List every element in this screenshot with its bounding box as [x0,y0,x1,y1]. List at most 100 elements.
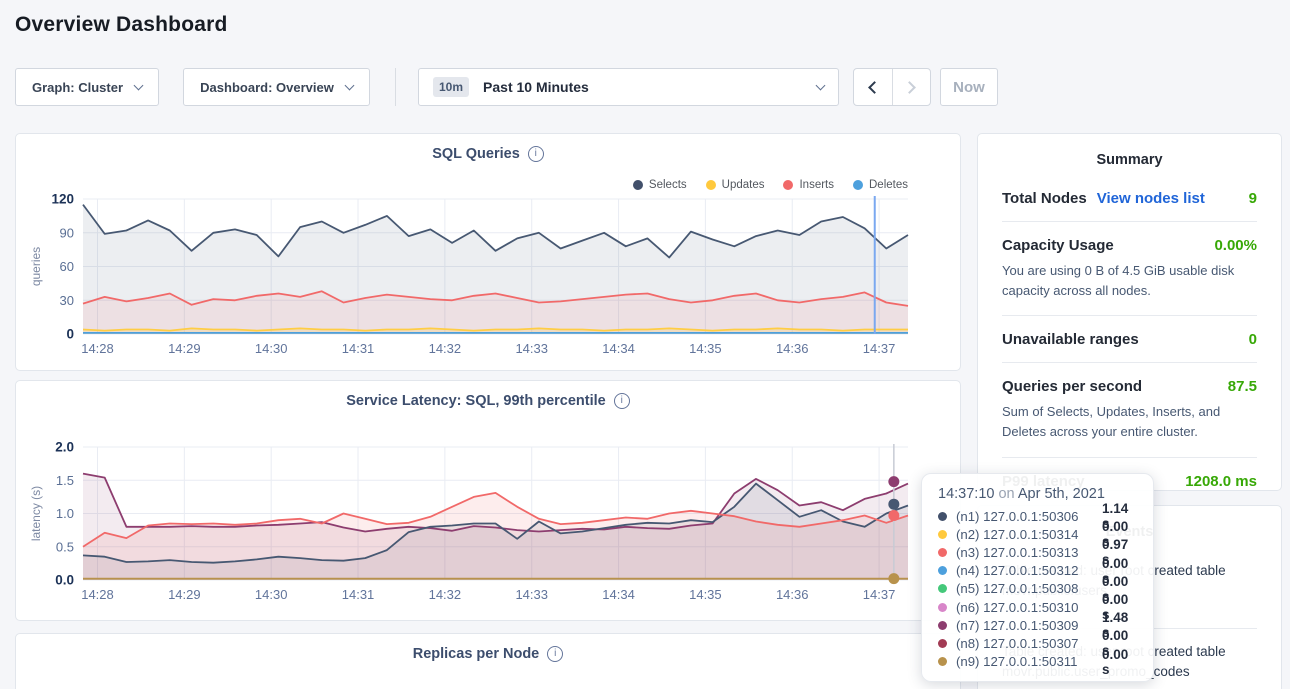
legend-item-updates[interactable]: Updates [705,179,764,191]
series-dot-icon [938,511,947,521]
chevron-down-icon [344,80,355,90]
replicas-per-node-title: Replicas per Node [412,646,540,662]
time-range-label: Past 10 Minutes [483,79,589,95]
replicas-per-node-card: Replicas per Node [15,633,961,689]
svg-text:14:28: 14:28 [81,587,114,602]
inserts-dot-icon [783,180,794,190]
info-icon[interactable] [527,146,544,162]
series-dot-icon [938,566,947,576]
info-icon[interactable] [613,393,630,409]
svg-text:latency (s): latency (s) [29,486,43,541]
svg-text:14:37: 14:37 [863,587,896,602]
svg-text:120: 120 [51,192,74,207]
time-next-button[interactable] [891,69,931,105]
tooltip-row-n4: (n4) 127.0.0.1:50312 0.00 s [938,556,1139,586]
dashboard-dropdown[interactable]: Dashboard: Overview [183,68,370,106]
tooltip-row-n5: (n5) 127.0.0.1:50308 0.00 s [938,574,1139,604]
view-nodes-list-link[interactable]: View nodes list [1096,190,1205,207]
sql-queries-title: SQL Queries [432,146,520,162]
time-range-badge: 10m [433,77,470,97]
svg-text:14:34: 14:34 [602,341,635,356]
service-latency-title: Service Latency: SQL, 99th percentile [346,393,606,409]
legend-item-inserts[interactable]: Inserts [783,179,834,191]
series-dot-icon [938,638,947,648]
capacity-value: 0.00% [1214,237,1257,254]
svg-text:0.5: 0.5 [56,539,74,554]
svg-text:14:35: 14:35 [689,587,722,602]
summary-unavailable-ranges: Unavailable ranges 0 [1002,316,1257,364]
total-nodes-value: 9 [1248,190,1257,207]
tooltip-row-n2: (n2) 127.0.0.1:50314 0.00 s [938,519,1139,549]
chevron-right-icon [903,80,917,94]
capacity-description: You are using 0 B of 4.5 GiB usable disk… [1002,263,1235,299]
svg-text:14:32: 14:32 [429,341,462,356]
summary-header: Summary [1096,152,1163,168]
svg-text:14:30: 14:30 [255,587,288,602]
qps-description: Sum of Selects, Updates, Inserts, and De… [1002,404,1221,440]
svg-text:2.0: 2.0 [55,440,74,455]
svg-text:14:36: 14:36 [776,341,809,356]
svg-text:14:31: 14:31 [342,587,375,602]
svg-text:14:37: 14:37 [863,341,896,356]
svg-text:14:29: 14:29 [168,587,201,602]
svg-text:14:36: 14:36 [776,587,809,602]
tooltip-row-n6: (n6) 127.0.0.1:50310 0.00 s [938,592,1139,622]
service-latency-chart[interactable]: 0.0 0.5 1.0 1.5 2.0 14:28 14:29 14:30 14:31 14:32… [16,381,962,622]
graph-scope-label: Graph: Cluster [31,79,123,95]
unavailable-ranges-value: 0 [1248,331,1257,349]
now-button[interactable]: Now [940,68,998,106]
sql-queries-chart[interactable]: 0 30 60 90 120 14:28 14:29 14:30 14:31 14:32 14:33… [16,134,962,372]
svg-text:1.0: 1.0 [56,506,74,521]
series-dot-icon [938,529,947,539]
selects-dot-icon [632,180,643,190]
sql-queries-card: SQL Queries Selects Updates Inserts Dele… [15,133,961,371]
chevron-left-icon [867,80,881,94]
svg-text:90: 90 [60,225,74,240]
summary-total-nodes: Total Nodes View nodes list 9 [1002,175,1257,222]
series-dot-icon [938,602,947,612]
updates-dot-icon [705,180,716,190]
tooltip-row-n8: (n8) 127.0.0.1:50307 0.00 s [938,628,1139,658]
tooltip-row-n9: (n9) 127.0.0.1:50311 0.00 s [938,647,1139,677]
svg-text:14:33: 14:33 [515,587,548,602]
summary-panel: Summary Total Nodes View nodes list 9 Ca… [977,133,1282,491]
chart-hover-tooltip: 14:37:10 on Apr 5th, 2021 (n1) 127.0.0.1… [921,473,1154,682]
svg-text:30: 30 [60,293,74,308]
time-prev-button[interactable] [854,69,892,105]
legend-item-selects[interactable]: Selects [632,179,687,191]
controls-divider [395,68,396,106]
legend-item-deletes[interactable]: Deletes [853,179,908,191]
svg-text:14:28: 14:28 [81,341,114,356]
svg-text:queries: queries [29,247,43,286]
info-icon[interactable] [547,646,564,662]
svg-text:60: 60 [60,259,74,274]
series-dot-icon [938,657,947,667]
series-dot-icon [938,584,947,594]
graph-scope-dropdown[interactable]: Graph: Cluster [15,68,159,106]
qps-value: 87.5 [1227,378,1257,396]
service-latency-card: Service Latency: SQL, 99th percentile 0.… [15,380,961,621]
svg-text:14:35: 14:35 [689,341,722,356]
svg-text:14:29: 14:29 [168,341,201,356]
tooltip-timestamp: 14:37:10 on Apr 5th, 2021 [938,486,1105,502]
p99-value: 1208.0 ms [1185,472,1257,490]
tooltip-row-n7: (n7) 127.0.0.1:50309 1.48 s [938,610,1139,640]
svg-text:14:34: 14:34 [602,587,635,602]
series-dot-icon [938,547,947,557]
chevron-down-icon [133,80,144,90]
time-range-dropdown[interactable]: 10m Past 10 Minutes [418,68,839,106]
svg-text:14:31: 14:31 [342,341,375,356]
deletes-dot-icon [853,180,863,190]
sql-queries-legend: Selects Updates Inserts Deletes [632,179,908,191]
svg-text:1.5: 1.5 [56,473,74,488]
svg-text:14:33: 14:33 [515,341,548,356]
page-title: Overview Dashboard [15,13,228,36]
time-nav-group [853,68,931,106]
svg-text:0: 0 [66,327,74,342]
tooltip-row-n1: (n1) 127.0.0.1:50306 1.14 s [938,501,1139,531]
chevron-down-icon [815,80,826,90]
tooltip-row-n3: (n3) 127.0.0.1:50313 0.97 s [938,537,1139,567]
summary-capacity: Capacity Usage 0.00% You are using 0 B o… [1002,222,1257,317]
svg-text:14:30: 14:30 [255,341,288,356]
